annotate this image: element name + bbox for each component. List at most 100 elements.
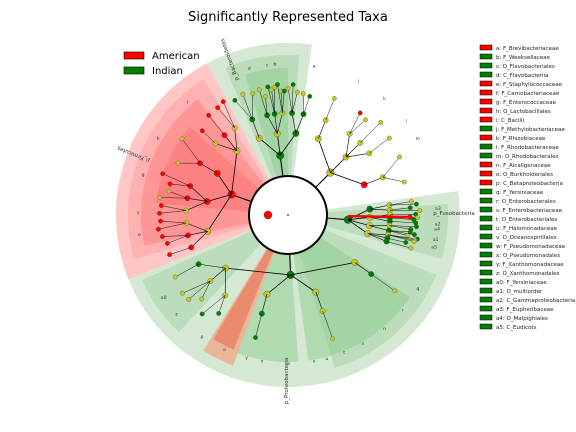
clade-sector-6 xyxy=(156,126,259,212)
branch-order-2-3-1 xyxy=(210,267,226,282)
branch-leaf-0 xyxy=(234,100,253,120)
branch-leaf-29 xyxy=(202,130,216,144)
taxa-key-label-e: e: F_Staphylococcaceae xyxy=(496,82,563,88)
node-order-4-0-0 xyxy=(322,117,329,124)
taxa-key-swatch-x xyxy=(479,251,493,258)
clade-letter-a4: a4 xyxy=(434,227,440,233)
node-leaf-25 xyxy=(167,181,173,187)
clade-letter-o: o xyxy=(223,348,226,353)
branch-order-0-1-1 xyxy=(274,113,278,134)
taxa-key-swatch-l xyxy=(479,143,493,150)
branch-leaf-42 xyxy=(389,201,412,206)
legend-label-american: American xyxy=(152,51,200,62)
node-class-2-0 xyxy=(351,259,359,266)
branch-leaf-40 xyxy=(182,280,211,294)
taxa-key-swatch-t xyxy=(479,215,493,222)
clade-letter-a1: a1 xyxy=(433,237,439,243)
branch-order-2-0-0 xyxy=(354,262,372,275)
node-leaf-53 xyxy=(412,232,417,237)
taxa-key-swatch-a3 xyxy=(479,305,493,312)
clade-letter-r: r xyxy=(402,307,404,313)
branch-leaf-37 xyxy=(202,295,226,315)
node-leaf-58 xyxy=(403,240,409,245)
branch-leaf-36 xyxy=(218,295,226,314)
node-leaf-19 xyxy=(156,226,161,232)
branch-class-4-0 xyxy=(317,138,331,173)
node-order-2-0-0 xyxy=(368,271,375,277)
branch-leaf-8 xyxy=(277,84,283,114)
branch-leaf-26 xyxy=(162,173,191,187)
node-leaf-15 xyxy=(307,93,313,99)
clade-sector-9 xyxy=(293,237,410,361)
clade-letter-n: n xyxy=(383,327,386,332)
node-leaf-65 xyxy=(397,154,402,160)
group-legend: American Indian xyxy=(123,51,200,77)
branch-leaf-6 xyxy=(271,89,275,114)
branch-order-0-1-2 xyxy=(277,113,283,134)
taxa-key-swatch-a4 xyxy=(479,314,493,321)
branch-leaf-20 xyxy=(160,220,187,224)
node-leaf-12 xyxy=(290,82,296,87)
clade-letter-l: l xyxy=(406,119,407,125)
branch-leaf-54 xyxy=(388,230,408,236)
branch-order-3-0-0 xyxy=(369,204,390,210)
taxa-key-label-u: u: F_Halomonadaceae xyxy=(496,226,558,232)
clade-letter-w: w xyxy=(286,362,290,367)
node-leaf-7 xyxy=(272,85,277,90)
branch-leaf-41 xyxy=(175,263,199,278)
branch-leaf-39 xyxy=(188,280,211,300)
clade-letter-x: x xyxy=(261,360,264,365)
node-leaf-31 xyxy=(215,105,221,111)
taxa-key-label-m: m: O_Rhodobacterales xyxy=(496,154,559,160)
taxa-key-swatch-y xyxy=(479,260,493,267)
branch-class-3-3 xyxy=(347,219,369,234)
branch-leaf-33 xyxy=(371,273,395,291)
node-leaf-16 xyxy=(167,252,172,257)
branch-order-1-1-1 xyxy=(187,197,208,202)
branch-leaf-5 xyxy=(267,86,275,114)
branch-class-3-1 xyxy=(347,216,371,221)
node-brevibacteriaceae xyxy=(407,214,413,220)
taxa-key-swatch-k xyxy=(479,134,493,141)
branch-leaf-21 xyxy=(159,210,187,214)
branch-order-3-1-2 xyxy=(369,217,390,222)
node-leaf-26 xyxy=(160,171,166,177)
node-leaf-40 xyxy=(180,290,185,296)
taxa-key-swatch-e xyxy=(479,80,493,87)
branch-leaf-15 xyxy=(303,96,310,115)
branch-brevibacteriaceae xyxy=(347,214,411,219)
taxa-key-label-a3: a3: F_Eupheribaceae xyxy=(496,307,554,313)
node-leaf-43 xyxy=(414,201,419,207)
taxa-key-swatch-w xyxy=(479,242,493,249)
branch-leaf-10 xyxy=(282,91,285,114)
node-leaf-50 xyxy=(414,224,419,230)
taxa-key-label-k: k: F_Rhizobiaceae xyxy=(496,136,546,142)
branch-order-3-3-1 xyxy=(367,233,388,239)
node-order-4-1-2 xyxy=(366,150,373,157)
node-leaf-28 xyxy=(179,136,185,142)
branch-leaf-49 xyxy=(389,221,416,224)
node-leaf-52 xyxy=(407,229,413,235)
clade-sector-13 xyxy=(213,249,274,350)
branch-order-3-0-1 xyxy=(369,208,390,211)
clade-letter-c: c xyxy=(266,63,269,68)
clade-letter-h: h xyxy=(157,136,160,142)
taxa-key-label-l: l: F_Rhodobacteraceae xyxy=(496,145,559,151)
branch-order-0-2-0 xyxy=(291,113,297,134)
clade-letter-a3: a3 xyxy=(435,206,441,212)
node-leaf-45 xyxy=(417,208,423,213)
taxa-key-swatch-g xyxy=(479,98,493,105)
branch-class-2-3 xyxy=(225,267,291,276)
clade-letter-j: j xyxy=(357,79,359,85)
taxa-key-legend: a: F_Brevibacteriaceae b: F_Weeksellaceae… xyxy=(479,44,575,331)
node-leaf-60 xyxy=(331,96,337,101)
node-class-2-2 xyxy=(263,290,271,298)
branch-order-1-0-1 xyxy=(187,231,208,236)
branch-leaf-28 xyxy=(181,138,201,164)
node-leaf-47 xyxy=(414,215,420,220)
node-order-2-3-2 xyxy=(195,261,202,267)
clade-sector-2 xyxy=(245,68,288,177)
node-leaf-0 xyxy=(232,97,238,103)
taxa-key-label-c: c: O_Flavobacteriales xyxy=(496,64,555,70)
branch-order-2-1-0 xyxy=(315,292,323,312)
